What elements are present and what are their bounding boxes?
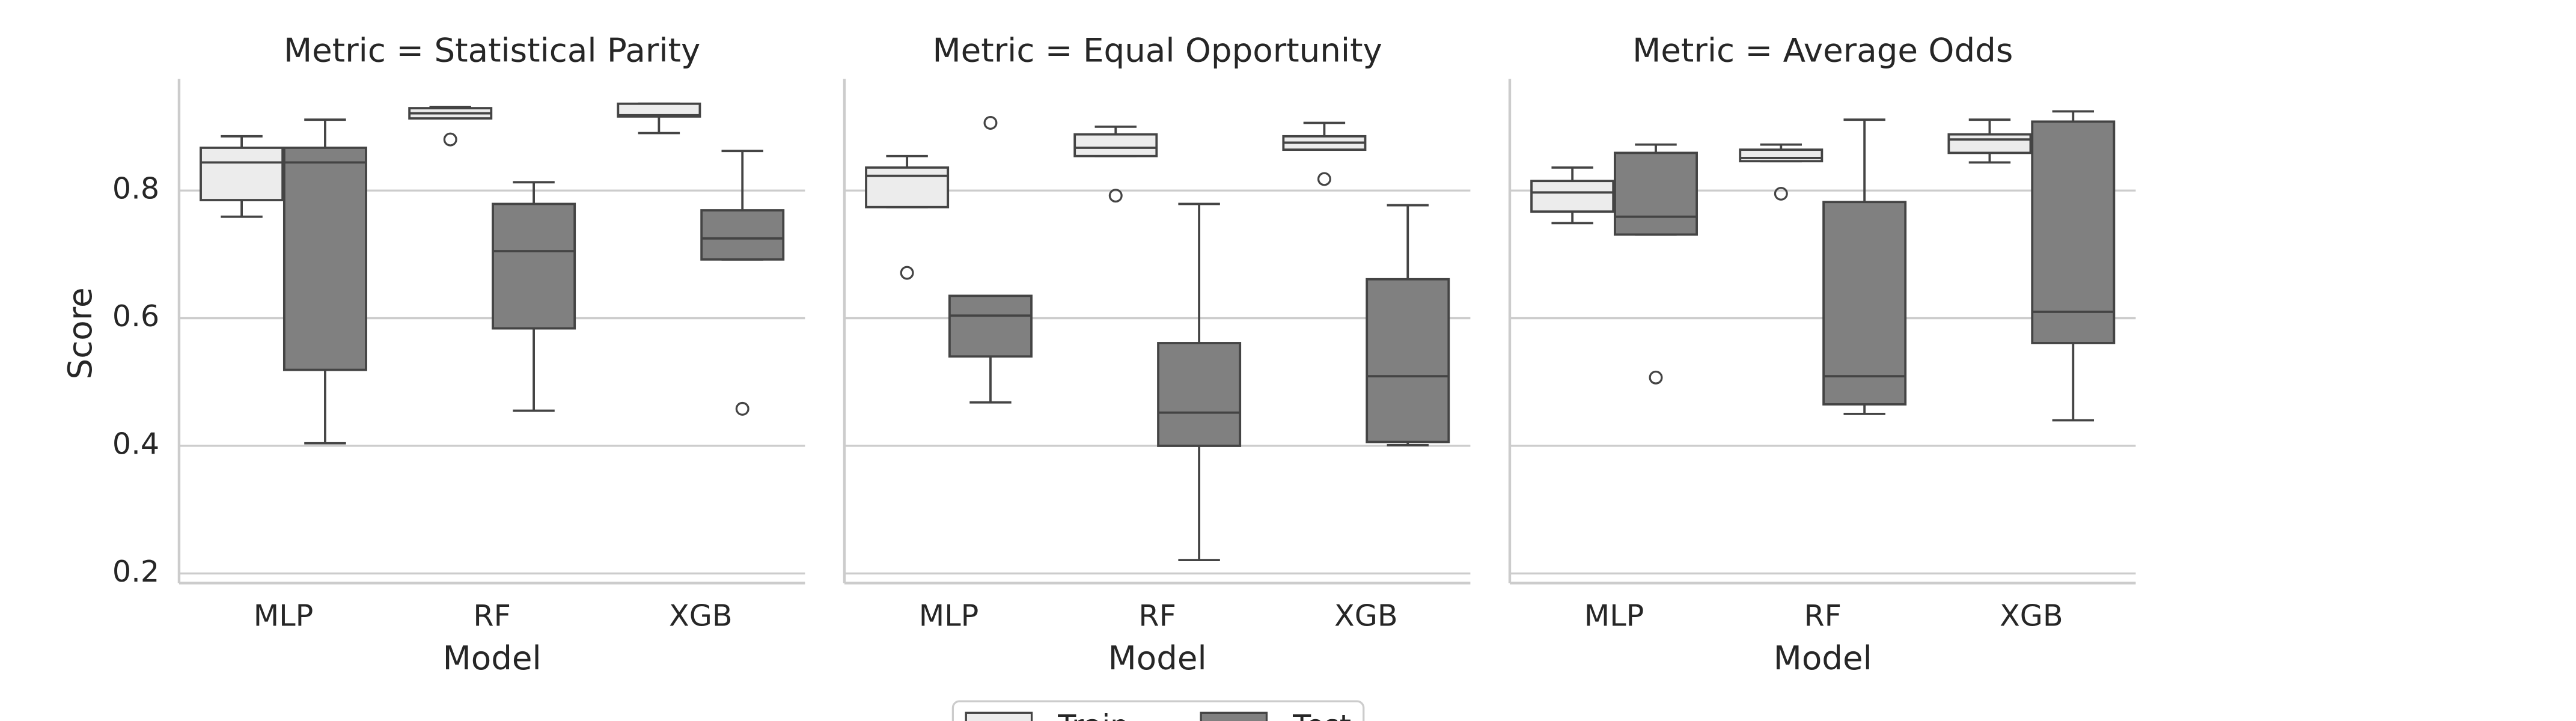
box [1073,133,1158,157]
legend-patch [1200,711,1268,721]
box [1947,133,2032,154]
box [1614,151,1698,236]
outlier [1317,172,1331,186]
box [1739,148,1824,163]
outlier [443,132,457,147]
y-tick-label: 0.6 [112,299,159,333]
box [200,147,284,201]
outlier [1649,370,1663,385]
box [492,202,576,330]
box [617,102,701,118]
outlier [1108,189,1123,203]
x-tick-label: XGB [669,598,733,633]
facet-title: Metric = Equal Opportunity [933,31,1382,70]
x-tick-label: XGB [2000,598,2063,633]
outlier [983,116,998,130]
box [1530,180,1615,213]
y-axis-label: Score [61,287,99,379]
x-axis-label: Model [1774,639,1872,677]
x-tick-label: RF [1138,598,1176,633]
y-tick-label: 0.2 [112,554,159,589]
x-tick-label: RF [473,598,510,633]
x-tick-label: RF [1804,598,1841,633]
outlier [1774,186,1788,201]
x-tick-label: MLP [1584,598,1644,633]
x-tick-label: XGB [1334,598,1398,633]
y-tick-label: 0.4 [112,426,159,461]
y-tick-label: 0.8 [112,171,159,206]
box [1822,201,1907,406]
box [282,147,367,371]
x-axis-label: Model [1108,639,1207,677]
x-tick-label: MLP [919,598,979,633]
box [700,209,785,261]
box [865,166,950,208]
legend-label: Train [1057,708,1129,721]
legend-patch [965,711,1033,721]
outlier [735,401,749,416]
facet-title: Metric = Average Odds [1632,31,2013,70]
x-tick-label: MLP [254,598,314,633]
box [1366,278,1450,443]
outlier [900,266,914,280]
box [948,294,1033,358]
box [1157,342,1242,447]
x-axis-label: Model [443,639,542,677]
legend-label: Test [1292,708,1351,721]
box [2031,120,2116,344]
facet-title: Metric = Statistical Parity [284,31,700,70]
